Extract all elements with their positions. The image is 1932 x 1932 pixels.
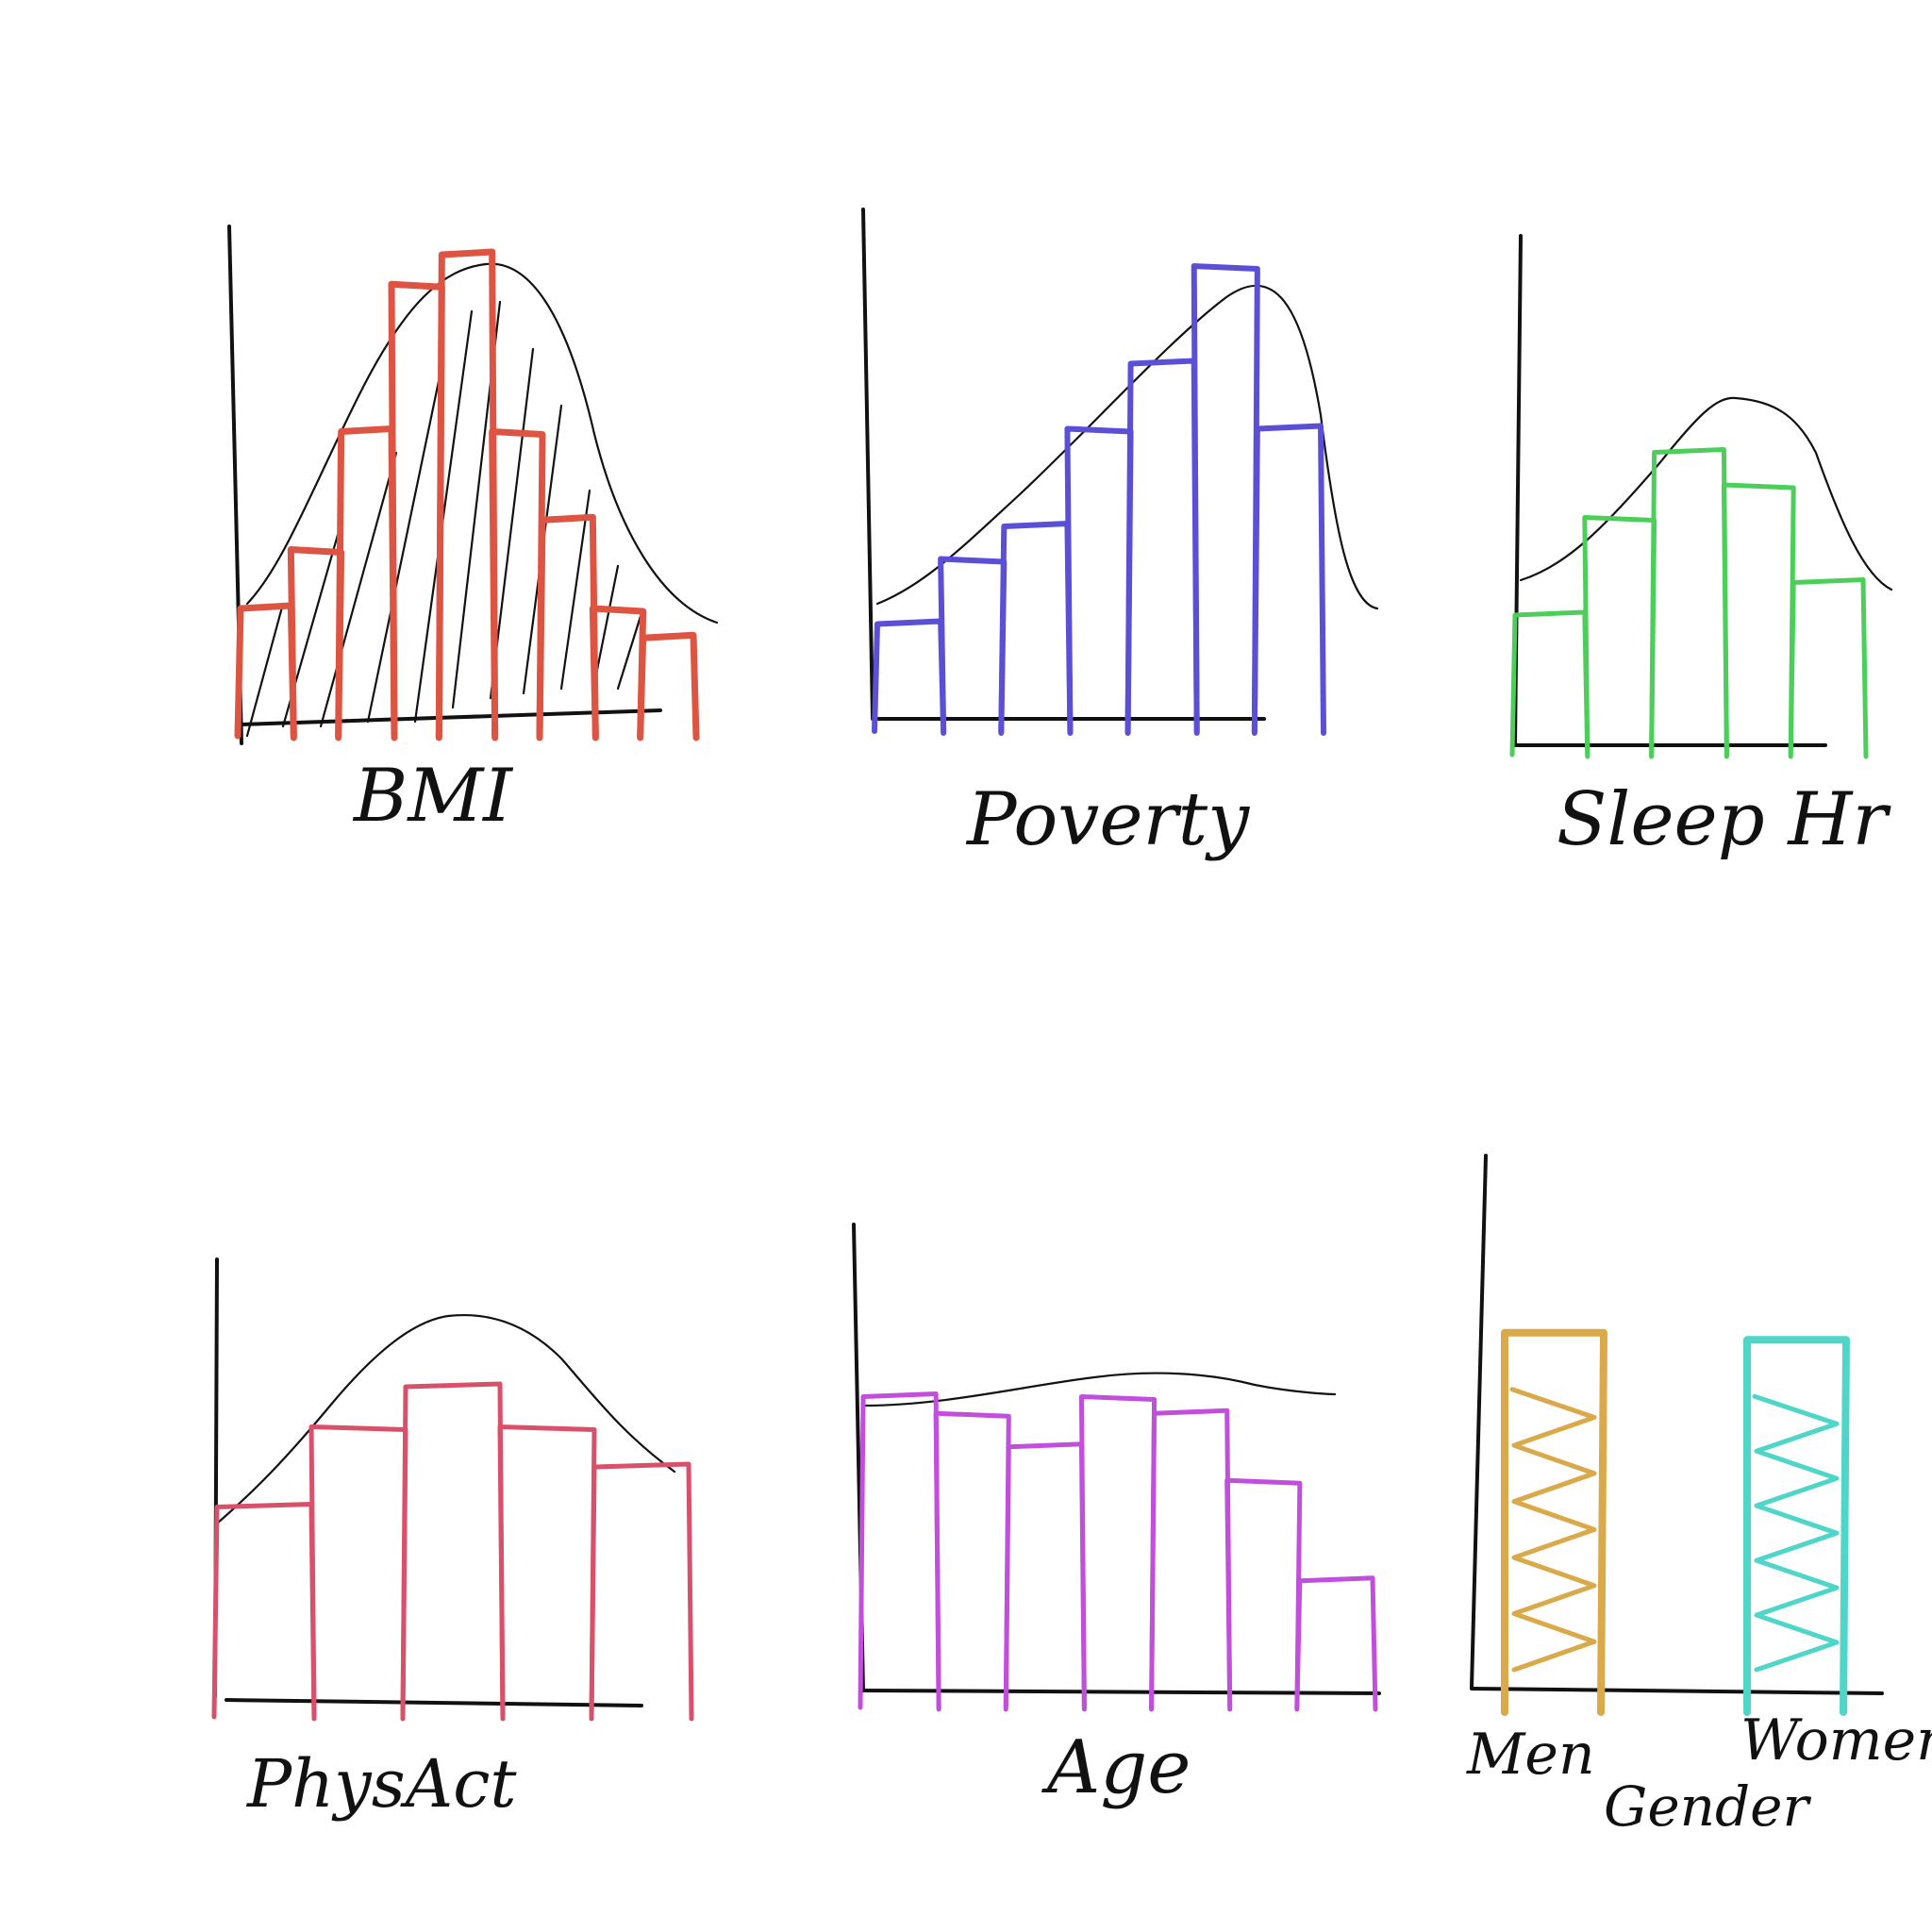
panel-bmi: BMI (227, 225, 719, 839)
bmi-hatch-line-10 (592, 564, 620, 686)
bmi-bar-3 (335, 425, 398, 741)
age-density-curve (861, 1372, 1337, 1407)
gender-hatch-women (1752, 1393, 1840, 1673)
bmi-hatch-line-1 (245, 602, 285, 738)
age-bar-2 (933, 1410, 1011, 1712)
panel-gender: Men Women Gender (1466, 1154, 1932, 1839)
age-bar-6 (1224, 1477, 1303, 1712)
age-bar-1 (858, 1391, 941, 1712)
gender-y-axis (1470, 1154, 1488, 1689)
physact-bar-2 (308, 1424, 408, 1722)
gender-hatch-men (1509, 1387, 1597, 1673)
poverty-bar-3 (998, 521, 1074, 736)
sleep-density-curve (1519, 396, 1893, 591)
sleep-label: Sleep Hr (1557, 777, 1891, 862)
gender-x-axis (1470, 1687, 1884, 1695)
gender-bar-women (1743, 1336, 1850, 1716)
poverty-bar-1 (872, 618, 947, 736)
bmi-bar-9 (637, 631, 700, 741)
age-bar-3 (1003, 1441, 1087, 1712)
panel-poverty: Poverty (861, 208, 1379, 862)
gender-category-men: Men (1466, 1722, 1595, 1788)
physact-x-axis (225, 1698, 643, 1707)
physact-bar-5 (589, 1461, 694, 1722)
physact-label: PhysAct (245, 1745, 517, 1823)
physact-bars (211, 1381, 694, 1722)
bmi-hatch-line-11 (616, 611, 643, 691)
physact-bar-4 (497, 1424, 597, 1722)
sleep-bar-1 (1509, 609, 1591, 759)
age-bar-5 (1149, 1407, 1233, 1712)
age-bar-4 (1078, 1394, 1158, 1712)
poverty-label: Poverty (965, 777, 1250, 862)
physact-bar-1 (211, 1502, 317, 1722)
age-x-axis (861, 1689, 1381, 1695)
age-bar-7 (1294, 1575, 1378, 1712)
gender-category-women: Women (1740, 1707, 1932, 1774)
bmi-hatch-line-4 (366, 357, 445, 724)
gender-bar-men (1501, 1328, 1607, 1716)
bmi-hatch-line-3 (319, 451, 398, 728)
sleep-bar-4 (1721, 482, 1796, 759)
gender-label: Gender (1604, 1774, 1811, 1839)
sleep-bar-3 (1649, 447, 1729, 759)
panel-sleep-hr: Sleep Hr (1509, 234, 1893, 862)
poverty-bar-4 (1064, 425, 1134, 736)
age-label: Age (1041, 1725, 1191, 1810)
poverty-bars (872, 263, 1326, 736)
poverty-density-curve (875, 284, 1379, 610)
poverty-bar-7 (1251, 423, 1326, 736)
bmi-hatch-line-9 (559, 489, 591, 691)
bmi-bar-8 (589, 605, 647, 741)
age-bars (858, 1391, 1378, 1712)
bmi-bar-4 (388, 280, 445, 741)
bmi-bars (234, 248, 700, 741)
physact-density-curve (215, 1314, 676, 1525)
physact-bar-3 (400, 1381, 506, 1722)
poverty-bar-2 (938, 556, 1008, 736)
bmi-bar-7 (536, 513, 599, 741)
bmi-density-curve (245, 262, 719, 625)
bmi-bar-2 (287, 546, 345, 741)
poverty-bar-6 (1191, 263, 1260, 736)
sleep-bar-5 (1788, 577, 1869, 759)
poverty-y-axis (861, 208, 874, 719)
gender-bars (1501, 1328, 1850, 1716)
bmi-x-axis (239, 708, 662, 726)
sleep-bar-2 (1582, 515, 1657, 759)
bmi-label: BMI (352, 754, 514, 839)
sleep-bars (1509, 447, 1869, 759)
panel-physact: PhysAct (211, 1257, 694, 1823)
panel-age: Age (852, 1223, 1381, 1810)
bmi-hatching (245, 300, 643, 738)
poverty-bar-5 (1124, 358, 1200, 736)
